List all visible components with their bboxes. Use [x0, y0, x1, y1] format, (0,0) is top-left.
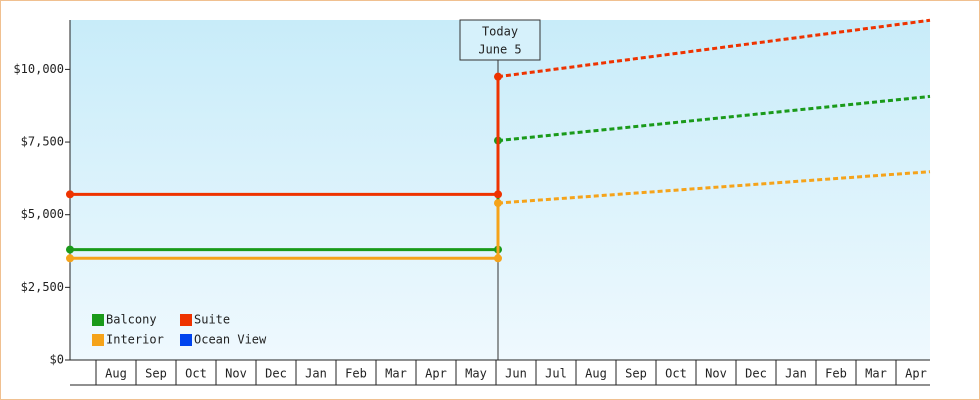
point	[494, 199, 502, 208]
plot-area	[70, 20, 930, 360]
x-tick-label: Apr	[425, 367, 447, 381]
y-tick-label: $5,000	[21, 207, 64, 221]
x-tick-label: Jan	[305, 367, 327, 381]
legend-swatch	[92, 334, 104, 346]
y-tick-label: $0	[50, 353, 64, 367]
point	[66, 190, 74, 199]
legend-label: Interior	[106, 333, 164, 347]
y-tick-label: $7,500	[21, 135, 64, 149]
legend-swatch	[180, 314, 192, 326]
x-tick-label: Feb	[825, 367, 847, 381]
today-label: Today	[482, 25, 518, 39]
point	[494, 254, 502, 263]
x-tick-label: Feb	[345, 367, 367, 381]
today-box	[459, 19, 541, 61]
x-tick-label: Dec	[745, 367, 767, 381]
x-tick-label: Apr	[905, 367, 927, 381]
x-tick-label: Sep	[625, 367, 647, 381]
point	[494, 72, 502, 81]
x-tick-label: Jan	[785, 367, 807, 381]
x-tick-label: Mar	[865, 367, 887, 381]
legend-swatch	[92, 314, 104, 326]
x-tick-label: Oct	[185, 367, 207, 381]
x-tick-label: Dec	[265, 367, 287, 381]
x-tick-label: Mar	[385, 367, 407, 381]
x-tick-label: Jun	[505, 367, 527, 381]
projected-line	[497, 18, 931, 79]
x-tick-label: Aug	[105, 367, 127, 381]
x-tick-label: Nov	[705, 367, 727, 381]
legend-swatch	[180, 334, 192, 346]
x-tick-label: Sep	[145, 367, 167, 381]
point	[66, 245, 74, 254]
y-tick-label: $10,000	[13, 62, 64, 76]
y-tick-label: $2,500	[21, 280, 64, 294]
legend-label: Balcony	[106, 313, 157, 327]
x-tick-label: Oct	[665, 367, 687, 381]
legend-label: Ocean View	[194, 333, 267, 347]
point	[494, 190, 502, 199]
x-tick-label: Nov	[225, 367, 247, 381]
x-tick-label: Jul	[545, 367, 567, 381]
projected-line	[497, 94, 931, 143]
legend-label: Suite	[194, 313, 230, 327]
x-tick-label: Aug	[585, 367, 607, 381]
today-label: June 5	[478, 43, 521, 57]
projected-line	[497, 170, 931, 205]
x-tick-label: May	[465, 367, 487, 381]
point	[66, 254, 74, 263]
